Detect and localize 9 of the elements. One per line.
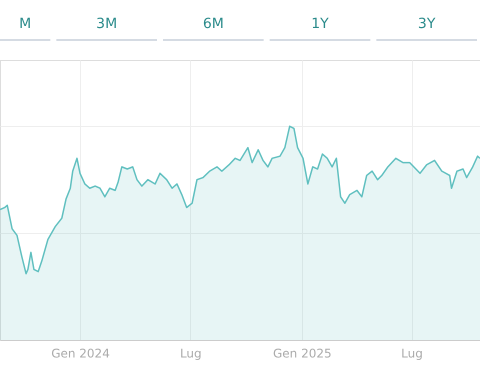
text: 3M bbox=[96, 16, 118, 32]
x-tick-label: Lug bbox=[180, 346, 202, 360]
x-tick-label: Lug bbox=[401, 346, 423, 360]
text: 6M bbox=[202, 16, 224, 32]
text: 1Y bbox=[311, 16, 330, 32]
text: 3Y bbox=[418, 16, 436, 32]
x-tick-label: Gen 2025 bbox=[273, 346, 332, 360]
text: M bbox=[19, 16, 32, 32]
x-tick-label: Gen 2024 bbox=[51, 346, 110, 360]
